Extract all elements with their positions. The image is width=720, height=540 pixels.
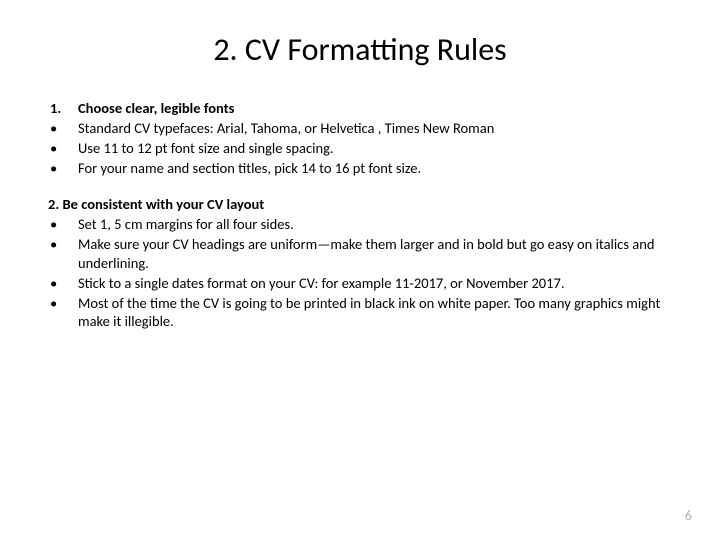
bullet-icon: •	[48, 274, 78, 293]
list-item: • Use 11 to 12 pt font size and single s…	[48, 139, 672, 158]
section2-heading: 2. Be consistent with your CV layout	[48, 195, 672, 214]
section1-heading-row: 1. Choose clear, legible fonts	[48, 99, 672, 118]
bullet-text: Make sure your CV headings are uniform—m…	[78, 235, 672, 273]
bullet-icon: •	[48, 119, 78, 138]
page-number: 6	[685, 507, 692, 524]
bullet-icon: •	[48, 159, 78, 178]
bullet-text: Set 1, 5 cm margins for all four sides.	[78, 215, 672, 234]
list-item: • Most of the time the CV is going to be…	[48, 294, 672, 332]
section1-number: 1.	[48, 99, 78, 118]
list-item: • Set 1, 5 cm margins for all four sides…	[48, 215, 672, 234]
slide-title: 2. CV Formatting Rules	[48, 30, 672, 69]
bullet-text: Most of the time the CV is going to be p…	[78, 294, 672, 332]
list-item: • Stick to a single dates format on your…	[48, 274, 672, 293]
bullet-icon: •	[48, 215, 78, 234]
section1-heading: Choose clear, legible fonts	[78, 99, 672, 118]
bullet-text: Standard CV typefaces: Arial, Tahoma, or…	[78, 119, 672, 138]
list-item: • Standard CV typefaces: Arial, Tahoma, …	[48, 119, 672, 138]
bullet-text: Use 11 to 12 pt font size and single spa…	[78, 139, 672, 158]
bullet-icon: •	[48, 235, 78, 273]
bullet-text: Stick to a single dates format on your C…	[78, 274, 672, 293]
bullet-icon: •	[48, 139, 78, 158]
list-item: • For your name and section titles, pick…	[48, 159, 672, 178]
slide: 2. CV Formatting Rules 1. Choose clear, …	[0, 0, 720, 540]
bullet-icon: •	[48, 294, 78, 332]
list-item: • Make sure your CV headings are uniform…	[48, 235, 672, 273]
bullet-text: For your name and section titles, pick 1…	[78, 159, 672, 178]
content-body: 1. Choose clear, legible fonts • Standar…	[48, 99, 672, 331]
